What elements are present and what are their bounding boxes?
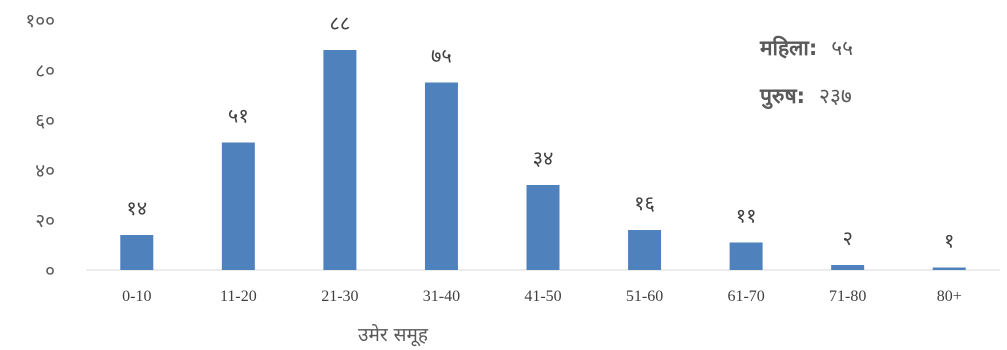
bar-41-50	[526, 185, 560, 270]
x-tick-label: 41-50	[524, 288, 561, 305]
y-axis-ticks: ० २० ४० ६० ८० १००	[25, 10, 55, 282]
bars	[120, 50, 966, 270]
y-tick-label: ०	[45, 260, 55, 282]
y-tick-label: ८०	[35, 60, 55, 82]
bar-31-40	[424, 82, 458, 270]
x-axis-title: उमेर समूह	[358, 323, 429, 347]
y-tick-label: ४०	[35, 160, 55, 182]
y-tick-label: १००	[25, 10, 55, 32]
legend-male-label: पुरुष:	[760, 84, 806, 108]
bar-61-70	[729, 242, 763, 270]
x-tick-label: 21-30	[321, 288, 358, 305]
y-tick-label: ६०	[35, 110, 55, 132]
x-axis-ticks: 0-10 11-20 21-30 31-40 41-50 51-60 61-70 71-80 8…	[122, 288, 962, 305]
data-label: ५१	[228, 104, 249, 128]
x-tick-label: 61-70	[727, 288, 764, 305]
legend-male-value: २३७	[819, 84, 852, 108]
data-label: ३४	[533, 146, 554, 170]
x-tick-label: 11-20	[220, 288, 257, 305]
x-tick-label: 71-80	[829, 288, 866, 305]
data-label: ७५	[431, 44, 452, 68]
bar-11-20	[221, 142, 255, 270]
bar-51-60	[628, 230, 662, 270]
legend-female: महिला: ५५	[760, 34, 853, 62]
x-tick-label: 31-40	[423, 288, 460, 305]
data-label: ११	[736, 204, 757, 228]
x-tick-label: 51-60	[626, 288, 663, 305]
data-labels: १४ ५१ ८८ ७५ ३४ १६ ११ २ १	[126, 11, 954, 253]
legend-female-value: ५५	[831, 36, 854, 60]
x-tick-label: 0-10	[122, 288, 151, 305]
data-label: १	[944, 229, 954, 253]
data-label: ८८	[329, 11, 350, 35]
data-label: २	[842, 226, 852, 250]
legend-male: पुरुष: २३७	[760, 82, 852, 110]
data-label: १४	[126, 196, 147, 220]
bar-21-30	[323, 50, 357, 270]
bar-71-80	[831, 265, 865, 270]
x-tick-label: 80+	[937, 288, 962, 305]
legend-female-label: महिला:	[760, 36, 818, 60]
bar-80+	[932, 267, 966, 270]
y-tick-label: २०	[35, 210, 55, 232]
data-label: १६	[634, 191, 655, 215]
bar-0-10	[120, 235, 154, 270]
